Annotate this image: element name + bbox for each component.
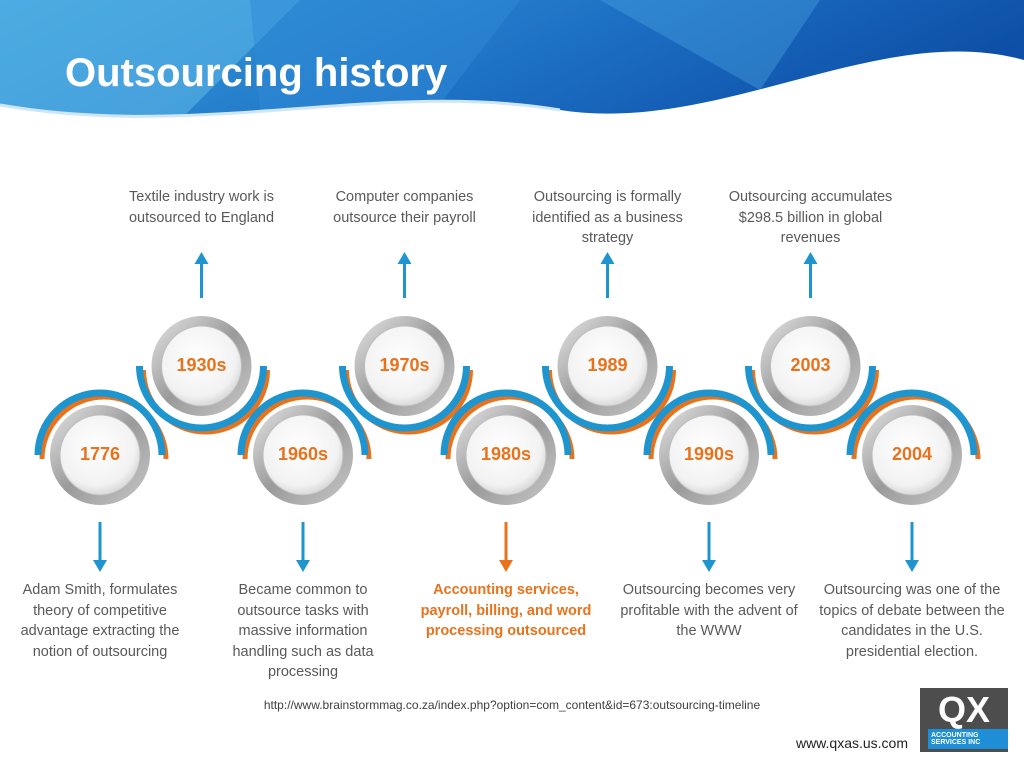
milestone-disc	[668, 414, 750, 496]
milestone-description: Outsourcing becomes very profitable with…	[620, 582, 798, 639]
arrow-head	[397, 252, 412, 264]
arrow-head	[296, 560, 310, 572]
milestone-disc	[161, 325, 242, 407]
logo-tagline: ACCOUNTING SERVICES INC	[931, 732, 981, 746]
wave-arc-blue	[440, 389, 572, 456]
milestone-description: Became common to outsource tasks with ma…	[232, 582, 374, 680]
milestone-year: 1930s	[176, 355, 227, 375]
wave-arc-blue	[542, 365, 673, 432]
wave-arc-blue	[237, 389, 369, 456]
timeline-wave	[34, 252, 981, 572]
wave-arc-blue	[136, 365, 267, 432]
wave-arc-blue	[745, 365, 876, 432]
header-background	[0, 0, 1024, 150]
arrow-head	[600, 252, 615, 264]
arrow-head	[194, 252, 209, 264]
milestone-disc	[567, 325, 648, 407]
milestone-description: Outsourcing was one of the topics of deb…	[819, 582, 1005, 660]
website: www.qxas.us.com	[795, 735, 908, 751]
milestone-description: Accounting services, payroll, billing, a…	[420, 582, 592, 639]
milestone-description: Outsourcing accumulates $298.5 billion i…	[728, 189, 893, 246]
milestone-year: 1990s	[683, 444, 735, 464]
arrow-head	[803, 252, 818, 264]
milestone-year: 2004	[891, 444, 933, 464]
milestone-description: Outsourcing is formally identified as a …	[532, 189, 683, 246]
milestone-disc	[770, 325, 851, 407]
arrow-head	[702, 560, 716, 572]
wave-arc-blue	[643, 389, 775, 456]
milestone-year: 1989	[587, 355, 628, 375]
logo: QX	[920, 688, 1008, 752]
wave-arc-blue	[846, 389, 978, 456]
milestone-year: 1960s	[277, 444, 329, 464]
milestone-year: 1970s	[379, 355, 430, 375]
milestone-disc	[364, 325, 445, 407]
milestone-description: Adam Smith, formulates theory of competi…	[20, 582, 180, 660]
slide-title: Outsourcing history	[65, 51, 448, 95]
milestone-year: 1980s	[480, 444, 532, 464]
arrow-head	[93, 560, 107, 572]
logo-mark: QX	[938, 689, 990, 730]
milestone-disc	[465, 414, 547, 496]
wave-arc-blue	[339, 365, 470, 432]
arrow-head	[499, 560, 513, 572]
source-url: http://www.brainstormmag.co.za/index.php…	[263, 698, 761, 712]
milestone-year: 1776	[79, 444, 121, 464]
milestone-disc	[59, 414, 141, 496]
milestone-disc	[871, 414, 953, 496]
arrow-head	[905, 560, 919, 572]
milestone-description: Computer companies outsource their payro…	[333, 189, 476, 226]
wave-arc-blue	[34, 389, 166, 456]
milestone-disc	[262, 414, 344, 496]
milestone-description: Textile industry work is outsourced to E…	[128, 189, 275, 226]
milestone-year: 2003	[790, 355, 831, 375]
